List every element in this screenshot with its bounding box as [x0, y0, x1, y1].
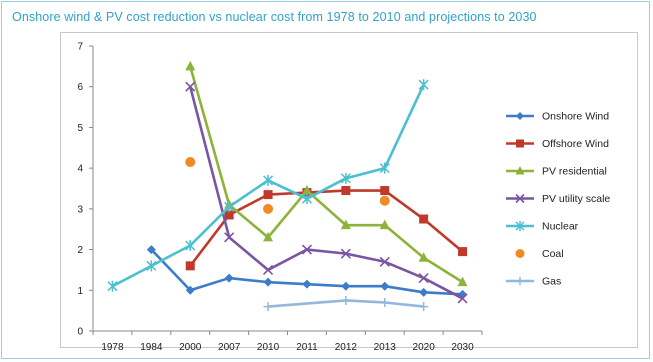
data-point-offshore-wind — [341, 186, 351, 196]
y-tick-label: 4 — [77, 164, 83, 175]
legend-marker-coal — [515, 249, 525, 258]
data-point-onshore-wind — [263, 277, 273, 287]
data-point-offshore-wind — [224, 210, 234, 220]
data-point-coal — [263, 203, 274, 214]
y-tick-label: 5 — [77, 123, 83, 134]
legend-marker-offshore-wind — [516, 139, 524, 148]
data-point-nuclear — [263, 174, 274, 186]
x-tick-label: 2013 — [374, 342, 397, 353]
y-tick-label: 0 — [77, 327, 83, 338]
data-point-onshore-wind — [419, 287, 429, 297]
legend-marker-pv-residential — [515, 166, 525, 175]
data-point-offshore-wind — [419, 214, 429, 224]
x-tick-label: 2030 — [451, 342, 474, 353]
legend-label-coal: Coal — [542, 248, 564, 260]
data-point-pv-utility-scale — [224, 232, 235, 243]
data-point-pv-utility-scale — [340, 248, 351, 259]
data-point-onshore-wind — [185, 285, 195, 295]
data-point-pv-utility-scale — [301, 244, 313, 255]
data-point-onshore-wind — [302, 279, 312, 289]
legend-label-onshore-wind: Onshore Wind — [542, 111, 609, 123]
x-tick-label: 1978 — [101, 342, 124, 353]
data-point-onshore-wind — [146, 245, 156, 255]
data-point-onshore-wind — [224, 273, 234, 283]
data-point-gas — [419, 302, 429, 312]
data-point-nuclear — [224, 201, 235, 213]
data-point-pv-residential — [340, 219, 351, 230]
legend-label-pv-residential: PV residential — [542, 166, 607, 178]
data-point-nuclear — [146, 260, 157, 272]
data-point-nuclear — [379, 162, 390, 174]
data-point-pv-utility-scale — [379, 256, 390, 267]
legend-marker-pv-utility-scale — [515, 193, 525, 204]
data-point-pv-residential — [263, 231, 274, 242]
y-tick-label: 2 — [77, 245, 83, 256]
y-tick-label: 7 — [77, 42, 83, 53]
legend-marker-nuclear — [515, 221, 525, 231]
data-point-nuclear — [301, 193, 312, 205]
x-tick-label: 2020 — [413, 342, 436, 353]
x-tick-label: 1984 — [140, 342, 163, 353]
data-point-pv-residential — [301, 185, 312, 195]
data-point-pv-utility-scale — [185, 81, 196, 92]
chart-title: Onshore wind & PV cost reduction vs nucl… — [12, 10, 537, 24]
data-point-coal — [185, 157, 196, 168]
legend-label-offshore-wind: Offshore Wind — [542, 138, 609, 150]
data-point-nuclear — [418, 79, 429, 91]
data-point-offshore-wind — [185, 261, 195, 271]
x-tick-label: 2012 — [335, 342, 358, 353]
data-point-gas — [380, 298, 390, 307]
data-point-offshore-wind — [380, 186, 390, 196]
data-point-pv-residential — [379, 219, 390, 230]
legend-label-gas: Gas — [542, 276, 561, 288]
data-point-pv-utility-scale — [457, 293, 468, 304]
data-point-pv-residential — [457, 276, 468, 287]
legend-label-pv-utility-scale: PV utility scale — [542, 193, 610, 205]
series-line-pv-utility-scale — [188, 86, 464, 300]
legend-marker-onshore-wind — [516, 112, 524, 120]
y-tick-label: 1 — [77, 286, 83, 297]
data-point-coal — [379, 195, 390, 206]
x-tick-label: 2007 — [218, 342, 241, 353]
data-point-gas — [263, 302, 273, 312]
series-line-gas — [267, 299, 424, 308]
x-tick-label: 2000 — [179, 342, 202, 353]
data-point-offshore-wind — [458, 247, 468, 257]
data-point-nuclear — [107, 280, 118, 292]
data-point-pv-residential — [185, 60, 196, 71]
plot-area-border — [60, 32, 638, 348]
y-tick-label: 3 — [77, 204, 83, 215]
data-point-nuclear — [185, 240, 196, 251]
data-point-onshore-wind — [380, 281, 390, 291]
x-tick-label: 2010 — [257, 342, 280, 353]
data-point-pv-utility-scale — [262, 264, 274, 275]
data-point-gas — [341, 295, 351, 305]
data-point-offshore-wind — [263, 190, 273, 200]
data-point-nuclear — [340, 172, 351, 184]
data-point-pv-residential — [418, 252, 429, 262]
y-tick-label: 6 — [77, 82, 83, 93]
x-tick-label: 2011 — [296, 342, 318, 353]
series-line-pv-residential — [188, 66, 464, 284]
data-point-pv-utility-scale — [418, 273, 429, 284]
data-point-onshore-wind — [341, 281, 351, 291]
legend-marker-gas — [516, 277, 524, 285]
legend-label-nuclear: Nuclear — [542, 221, 579, 233]
